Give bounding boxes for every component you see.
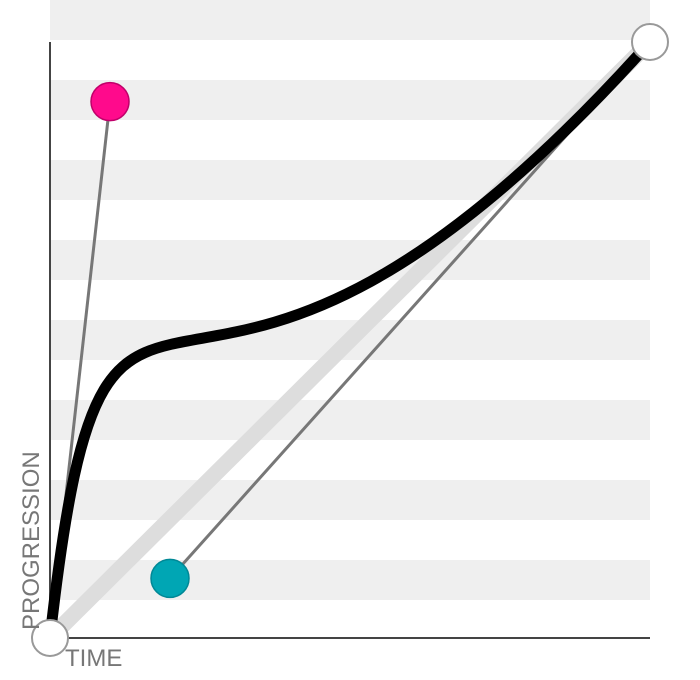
background-stripe: [50, 400, 650, 440]
end-point-icon: [631, 23, 669, 61]
background-stripe: [50, 240, 650, 280]
background-stripe: [50, 80, 650, 120]
background-stripe: [50, 560, 650, 600]
x-axis-label: TIME: [65, 645, 122, 672]
background-stripe: [50, 160, 650, 200]
background-stripe: [50, 480, 650, 520]
y-axis-label: PROGRESSION: [18, 451, 45, 630]
start-point-icon: [31, 619, 69, 657]
easing-curve: [44, 36, 656, 644]
background-stripes: [50, 0, 650, 600]
p2-handle-icon[interactable]: [150, 558, 190, 599]
p1-handle-icon[interactable]: [90, 81, 130, 122]
background-stripe: [50, 0, 650, 40]
